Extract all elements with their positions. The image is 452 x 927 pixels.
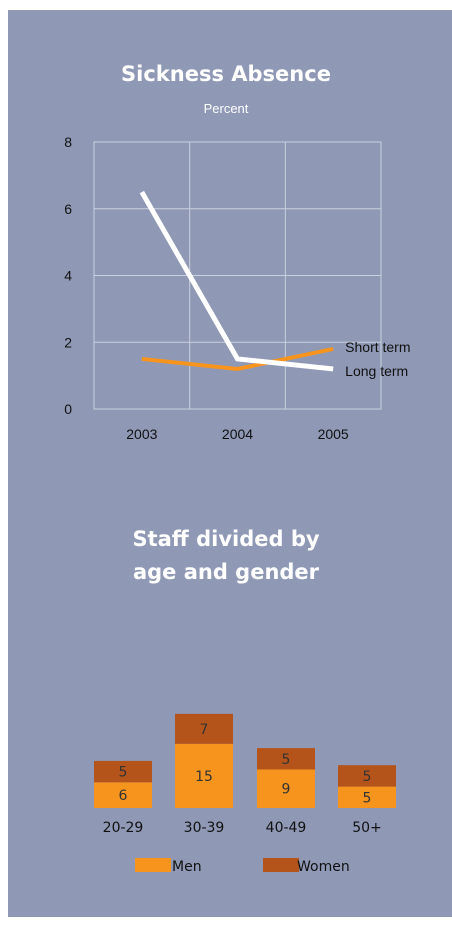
bar-value-label: 7	[200, 722, 209, 738]
y-tick-label: 2	[64, 334, 72, 350]
series-line-short-term	[141, 346, 334, 371]
x-tick-label: 2003	[126, 426, 157, 442]
bar-women-50+	[338, 765, 396, 787]
x-tick-label: 2004	[222, 426, 253, 442]
chart1-title: Sickness Absence	[121, 62, 331, 86]
series-label: Long term	[345, 363, 408, 379]
category-label: 30-39	[184, 820, 225, 836]
bar-value-label: 6	[119, 788, 128, 804]
legend-label-men: Men	[172, 859, 202, 875]
series-label: Short term	[345, 339, 410, 355]
bar-men-30-39	[175, 743, 233, 808]
x-tick-label: 2005	[318, 426, 349, 442]
bar-value-label: 9	[282, 782, 291, 798]
sickness-absence-chart: 0 2 4 6 8 2003 2004 2005 Short term Long term	[64, 134, 410, 442]
bar-value-label: 15	[195, 769, 213, 785]
category-label: 40-49	[266, 820, 307, 836]
legend-swatch-men	[135, 858, 171, 872]
bar-value-label: 5	[119, 765, 128, 781]
y-tick-label: 0	[64, 401, 72, 417]
chart2-title-line2: age and gender	[132, 560, 320, 584]
bar-women-40-49	[257, 748, 315, 770]
category-label: 50+	[352, 820, 382, 836]
bar-women-30-39	[175, 713, 233, 744]
legend-label-women: Women	[297, 859, 350, 875]
plot-frame	[93, 141, 382, 410]
bar-value-label: 5	[363, 790, 372, 806]
chart2-title-line1: Staff divided by	[132, 527, 320, 551]
chart1-subtitle: Percent	[203, 101, 249, 116]
bar-men-20-29	[94, 782, 152, 808]
y-tick-label: 4	[64, 268, 72, 284]
bar-men-50+	[338, 786, 396, 808]
y-tick-label: 6	[64, 201, 72, 217]
bar-value-label: 5	[282, 752, 291, 768]
bar-women-20-29	[94, 760, 152, 783]
legend-swatch-women	[263, 858, 299, 872]
series-line-long-term	[139, 190, 334, 372]
y-tick-label: 8	[64, 134, 72, 150]
category-label: 20-29	[103, 820, 144, 836]
bar-men-40-49	[257, 769, 315, 808]
bar-value-label: 5	[363, 769, 372, 785]
